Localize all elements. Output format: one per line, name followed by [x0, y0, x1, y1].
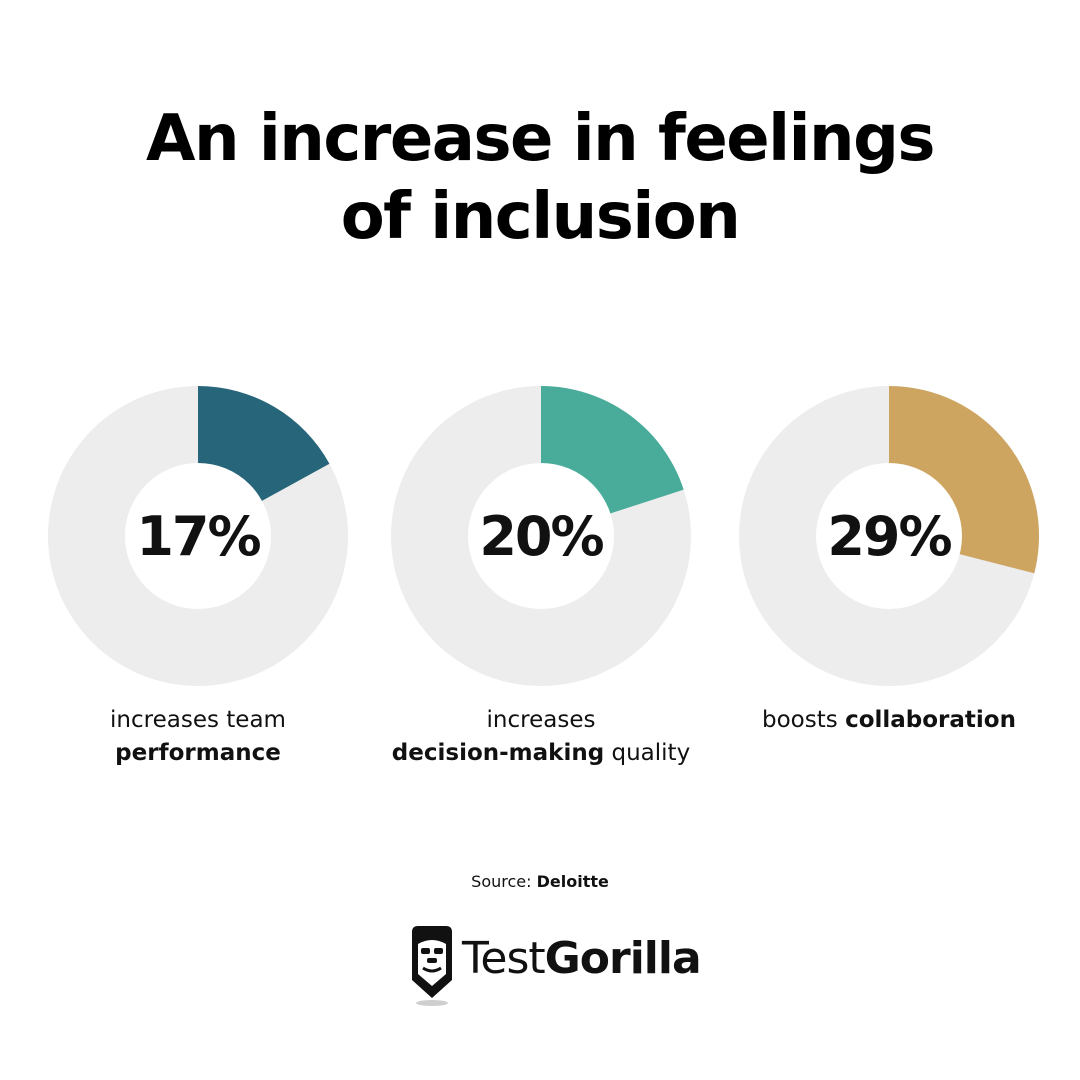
title-line-1: An increase in feelings — [145, 102, 936, 176]
brand-name-light: Test — [462, 933, 546, 984]
caption-performance: increases team performance — [28, 704, 368, 770]
caption-decision-making: increases decision-making quality — [371, 704, 711, 770]
caption-emphasis: decision-making — [391, 740, 605, 766]
caption-collaboration: boosts collaboration — [719, 704, 1059, 737]
donut-hole — [816, 463, 962, 609]
source-name: Deloitte — [536, 872, 609, 891]
donut-chart-decision-making: 20% — [391, 386, 691, 686]
source-note: Source: Deloitte — [0, 872, 1080, 891]
caption-suffix: quality — [611, 740, 691, 766]
caption-line: boosts — [762, 707, 838, 733]
gorilla-logo-icon — [412, 926, 452, 1006]
donut-svg — [739, 386, 1039, 686]
brand-wordmark: TestGorilla — [462, 937, 702, 981]
donut-chart-performance: 17% — [48, 386, 348, 686]
title-line-2: of inclusion — [340, 180, 741, 254]
donut-svg — [391, 386, 691, 686]
donut-hole — [125, 463, 271, 609]
percentage-label: 20% — [479, 504, 604, 568]
caption-line: increases — [486, 707, 596, 733]
percentage-label: 17% — [136, 504, 261, 568]
page-title: An increase in feelings of inclusion — [0, 100, 1080, 256]
donut-svg — [48, 386, 348, 686]
percentage-label: 29% — [827, 504, 952, 568]
caption-emphasis: collaboration — [845, 707, 1016, 733]
source-prefix: Source: — [471, 872, 532, 891]
caption-emphasis: performance — [115, 740, 281, 766]
brand-logo: TestGorilla — [408, 922, 702, 1008]
brand-name-bold: Gorilla — [544, 933, 702, 984]
donut-chart-collaboration: 29% — [739, 386, 1039, 686]
caption-line: increases team — [110, 707, 286, 733]
donut-hole — [468, 463, 614, 609]
